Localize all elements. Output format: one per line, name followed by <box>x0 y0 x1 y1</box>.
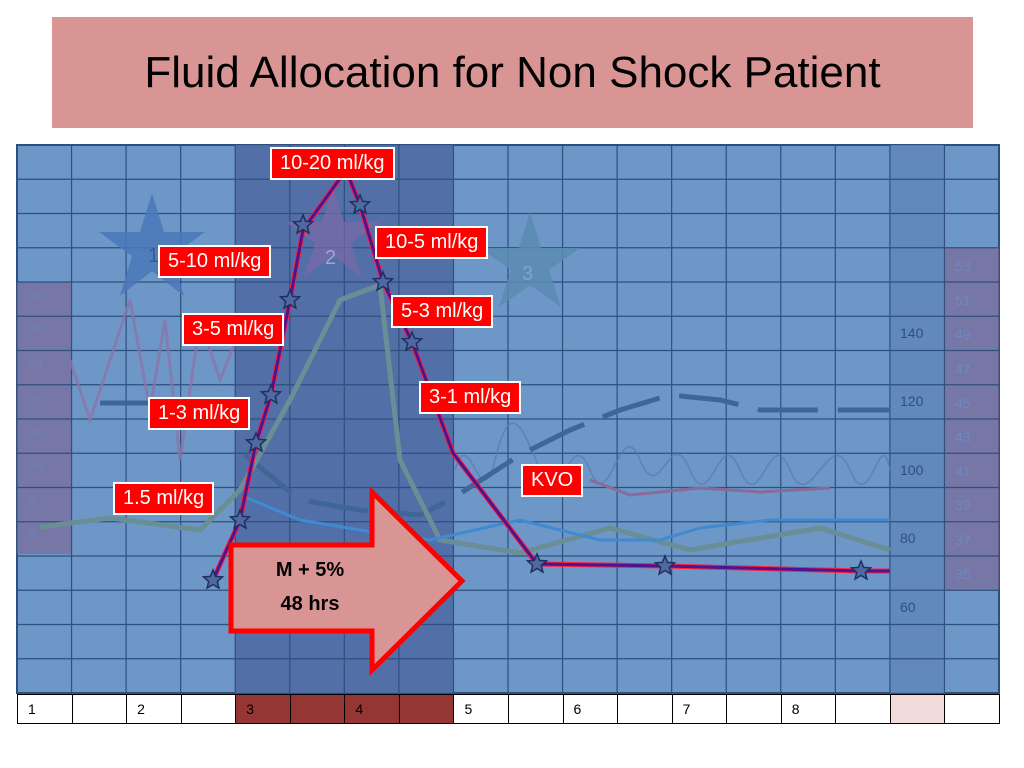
day-cell <box>727 694 782 724</box>
pressure-line <box>589 478 831 497</box>
phase-star-2-group: 2 <box>286 188 380 277</box>
mid-scale-label: 80 <box>900 530 916 547</box>
right-scale-label: 43 <box>955 429 971 445</box>
fluid-star-marker <box>278 288 302 310</box>
left-scale-label: 99 <box>27 495 38 506</box>
day-cell <box>890 694 946 724</box>
right-scale-label: 35 <box>955 565 971 582</box>
mid-scale-label: 120 <box>900 393 924 410</box>
fluid-star-marker <box>400 330 424 352</box>
fluid-star-marker <box>849 559 873 581</box>
page-title: Fluid Allocation for Non Shock Patient <box>144 47 881 97</box>
left-scale-label: 100 <box>27 461 43 471</box>
arrow-shape <box>228 486 466 676</box>
right-scale-label: 53 <box>955 258 971 274</box>
right-scale-label: 41 <box>955 463 971 480</box>
fluid-star-marker <box>371 270 395 292</box>
arrow-line-2: 48 hrs <box>281 593 340 615</box>
right-scale-label: 49 <box>955 326 971 343</box>
fluid-star-marker <box>291 213 315 235</box>
rate-label-10-5: 10-5 ml/kg <box>375 226 489 259</box>
left-scale-label: 105 <box>27 290 43 300</box>
right-scale-label: 45 <box>955 394 971 411</box>
fluid-star-marker <box>228 508 252 530</box>
platelet-line <box>244 495 890 542</box>
left-scale-band <box>17 282 71 554</box>
right-scale-label: 47 <box>955 360 971 377</box>
day-cell: 7 <box>672 694 728 724</box>
left-scale-label: 103 <box>27 358 43 369</box>
rate-label-5-10: 5-10 ml/kg <box>158 245 272 278</box>
left-scale-label: 104 <box>27 324 43 335</box>
day-cell <box>509 694 564 724</box>
left-scale-label: 98 <box>27 529 38 540</box>
right-scale-label: 37 <box>955 531 971 548</box>
fluid-line-stars <box>201 193 873 590</box>
mid-scale-label: 100 <box>900 461 924 478</box>
day-row: 1 2 3 4 5 6 7 8 <box>17 694 1000 724</box>
day-cell <box>181 694 237 724</box>
day-cell: 6 <box>563 694 619 724</box>
phase-star-label-3: 3 <box>522 263 533 285</box>
right-scale-label: 39 <box>955 497 971 514</box>
day-cell: 4 <box>345 694 400 724</box>
phase-star-3 <box>480 212 580 307</box>
day-cell: 8 <box>781 694 837 724</box>
mid-scale-label: 140 <box>900 325 924 341</box>
phase-star-2 <box>286 188 380 277</box>
day-cell: 3 <box>236 694 291 724</box>
temperature-curve <box>68 299 242 461</box>
day-cell <box>290 694 346 724</box>
fluid-star-marker <box>201 568 225 590</box>
rate-label-5-3: 5-3 ml/kg <box>391 295 494 328</box>
phase-star-label-2: 2 <box>325 247 336 269</box>
fluid-star-marker <box>653 554 677 576</box>
arrow-line-1: M + 5% <box>276 559 345 581</box>
rate-label-1-5: 1.5 ml/kg <box>113 482 215 515</box>
fluid-star-marker <box>525 552 549 574</box>
day-cell: 5 <box>454 694 509 724</box>
rate-label-3-5: 3-5 ml/kg <box>182 313 285 346</box>
day-cell <box>618 694 673 724</box>
rate-label-3-1: 3-1 ml/kg <box>419 381 522 414</box>
left-scale-label: 101 <box>27 426 43 437</box>
pulse-curve <box>243 392 890 518</box>
day-cell <box>945 694 1000 724</box>
day-cell: 2 <box>127 694 182 724</box>
left-scale-label: 102 <box>27 392 43 403</box>
rate-label-1-3: 1-3 ml/kg <box>148 397 251 430</box>
hematocrit-line <box>39 281 891 556</box>
phase-star-1 <box>99 193 205 296</box>
right-scale-label: 51 <box>955 292 971 309</box>
day-cell <box>72 694 128 724</box>
fluid-star-marker <box>259 383 283 405</box>
phase-star-label-1: 1 <box>148 245 159 267</box>
rate-label-kvo: KVO <box>521 464 584 497</box>
mid-scale-label: 60 <box>900 598 916 615</box>
title-banner: Fluid Allocation for Non Shock Patient <box>52 17 973 128</box>
day-cell <box>399 694 455 724</box>
rate-label-10-20: 10-20 ml/kg <box>270 147 395 180</box>
phase-star-3-group: 3 <box>480 212 580 307</box>
day-cell <box>836 694 891 724</box>
fluid-star-marker <box>244 431 268 453</box>
hematocrit-wave <box>454 422 891 486</box>
day-cell: 1 <box>18 694 73 724</box>
phase-star-1-group: 1 <box>99 193 205 296</box>
fluid-star-marker <box>348 193 372 215</box>
